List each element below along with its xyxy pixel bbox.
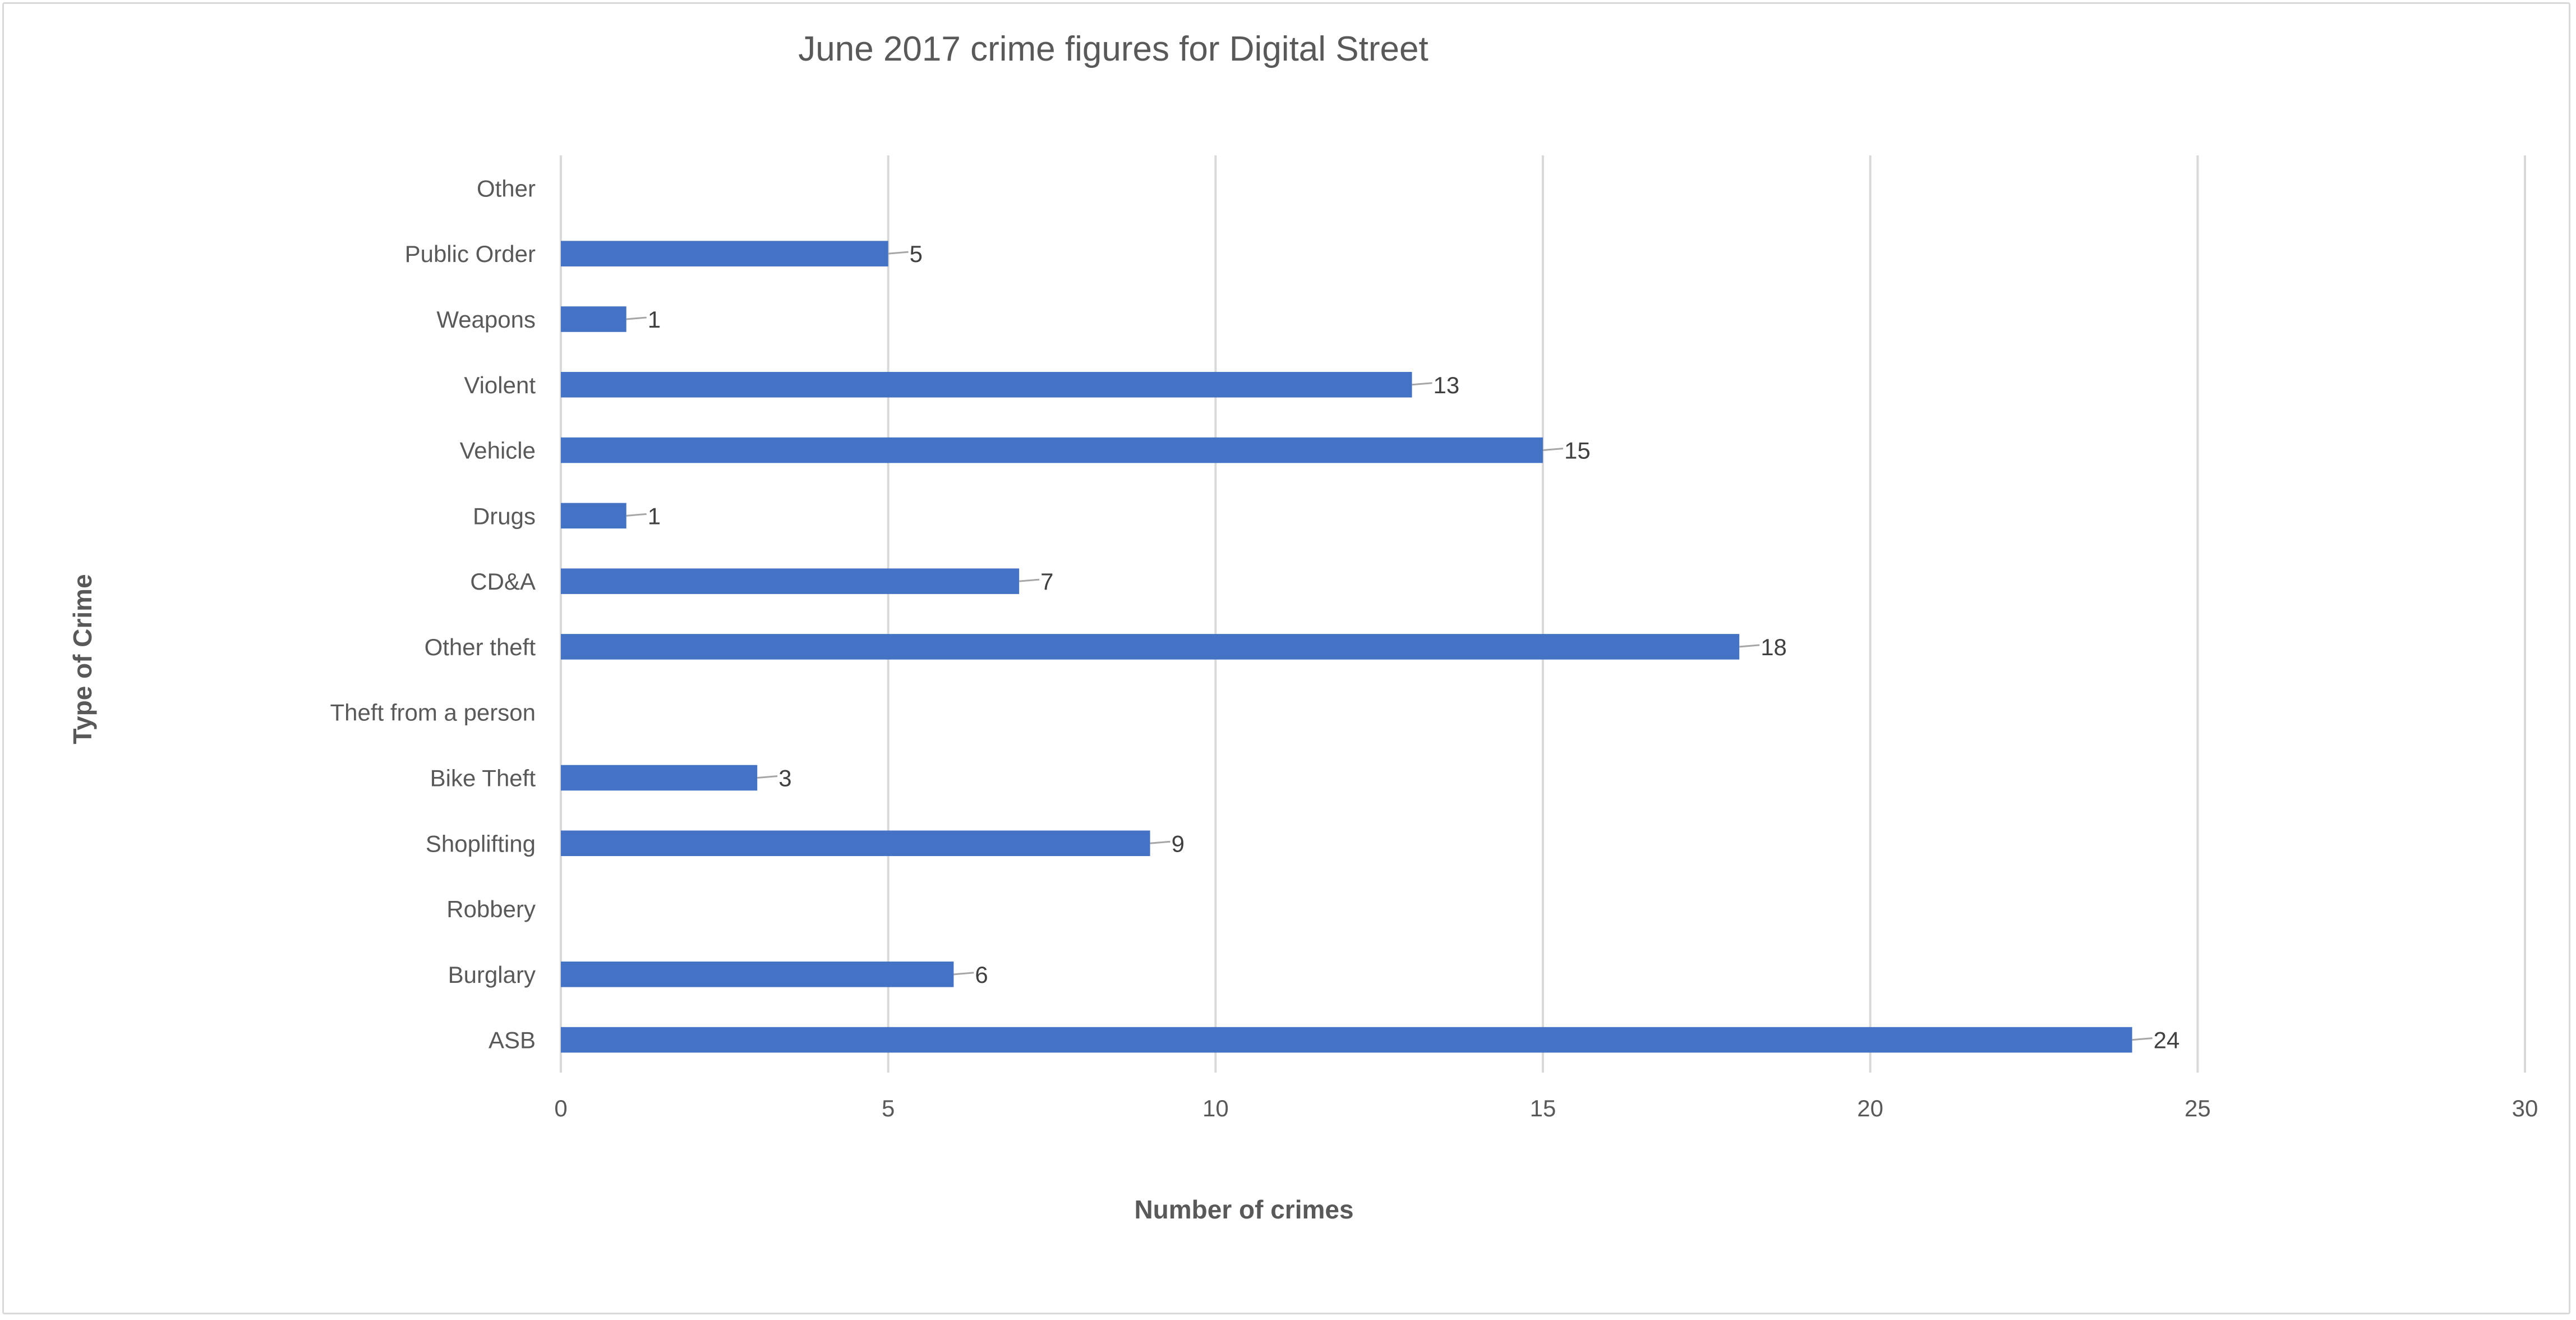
data-label-leader: [1739, 644, 1760, 648]
data-label-leader: [1019, 578, 1040, 582]
data-label: 7: [1040, 568, 1053, 595]
x-tick-label: 25: [2185, 1095, 2211, 1121]
data-label-leader: [2132, 1037, 2153, 1041]
category-label: Robbery: [446, 896, 536, 922]
category-label: CD&A: [470, 568, 536, 595]
data-label-leader: [757, 775, 778, 779]
data-label-leader: [626, 513, 647, 517]
bars: [561, 241, 2153, 1053]
data-label-leader: [1542, 448, 1564, 452]
bar: [561, 241, 888, 266]
category-label: Drugs: [473, 503, 536, 529]
data-label: 1: [648, 503, 661, 529]
data-label: 6: [975, 962, 988, 988]
bar: [561, 503, 626, 529]
data-label: 3: [778, 765, 791, 791]
x-tick-label: 10: [1202, 1095, 1229, 1121]
category-label: Bike Theft: [430, 765, 536, 791]
x-tick-label: 30: [2512, 1095, 2538, 1121]
bar: [561, 568, 1020, 594]
bar: [561, 765, 758, 791]
category-label: ASB: [489, 1027, 536, 1054]
category-label: Other theft: [425, 634, 536, 660]
data-label: 18: [1761, 634, 1787, 660]
bar: [561, 371, 1412, 398]
bar: [561, 962, 954, 987]
data-label-leader: [1150, 840, 1171, 844]
bar: [561, 634, 1740, 660]
bar: [561, 1027, 2132, 1053]
x-axis-title: Number of crimes: [1134, 1195, 1353, 1224]
data-label: 13: [1434, 372, 1460, 398]
category-label: Other: [477, 175, 536, 201]
bar: [561, 830, 1150, 857]
data-label-leader: [953, 972, 974, 976]
x-tick-label: 5: [882, 1095, 895, 1121]
category-label: Shoplifting: [426, 830, 536, 857]
y-axis-title: Type of Crime: [68, 574, 97, 744]
bar: [561, 306, 626, 332]
bar: [561, 437, 1543, 463]
x-tick-label: 20: [1857, 1095, 1883, 1121]
data-label-leader: [1412, 382, 1432, 386]
data-label: 1: [648, 306, 661, 333]
x-tick-label: 15: [1530, 1095, 1556, 1121]
category-label: Violent: [464, 372, 536, 398]
data-label: 15: [1564, 438, 1591, 464]
data-label: 5: [910, 241, 923, 267]
category-label: Vehicle: [460, 438, 536, 464]
x-tick-label: 0: [554, 1095, 567, 1121]
data-label-leader: [626, 316, 647, 320]
category-label: Public Order: [405, 241, 536, 267]
gridlines: [560, 155, 2526, 1073]
data-label: 9: [1172, 830, 1185, 857]
category-label: Theft from a person: [330, 700, 536, 726]
chart-title: June 2017 crime figures for Digital Stre…: [798, 30, 1428, 68]
category-label: Burglary: [448, 962, 536, 988]
category-label: Weapons: [436, 306, 536, 333]
data-label: 24: [2154, 1027, 2180, 1054]
data-label-leader: [888, 251, 909, 255]
